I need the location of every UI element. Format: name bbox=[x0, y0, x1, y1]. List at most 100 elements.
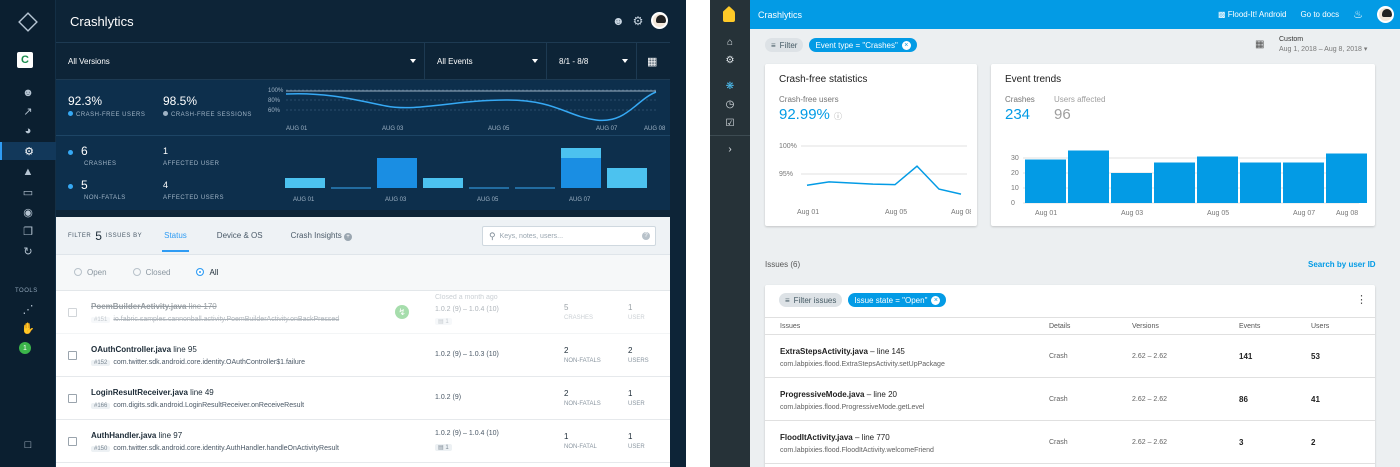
search-icon: ⚲ bbox=[489, 230, 496, 241]
version-select[interactable]: All Versions bbox=[56, 43, 425, 79]
filter-chip[interactable]: ≡ Filter bbox=[765, 38, 804, 52]
row-checkbox[interactable] bbox=[68, 308, 77, 317]
search-by-user-link[interactable]: Search by user ID bbox=[1308, 260, 1376, 269]
issue-file: OAuthController.java bbox=[91, 345, 172, 354]
fabric-logo-icon[interactable] bbox=[18, 12, 38, 32]
column-events[interactable]: Events bbox=[1239, 323, 1261, 330]
home-icon[interactable]: ⌂ bbox=[726, 36, 734, 48]
issue-status: Closed a month ago bbox=[435, 294, 498, 301]
date-select[interactable]: 8/1 - 8/8 bbox=[547, 43, 637, 79]
user-count: 1 bbox=[628, 389, 633, 398]
issue-row[interactable]: AuthHandler.java line 97 #150 com.twitter… bbox=[56, 420, 670, 463]
issue-state-chip[interactable]: Issue state = "Open" × bbox=[848, 293, 947, 307]
row-checkbox[interactable] bbox=[68, 394, 77, 403]
row-checkbox[interactable] bbox=[68, 351, 77, 360]
avatar[interactable] bbox=[1377, 6, 1394, 23]
docs-link[interactable]: Go to docs bbox=[1300, 10, 1340, 19]
radio-all[interactable]: All bbox=[196, 268, 218, 277]
y-tick-label: 80% bbox=[268, 98, 281, 104]
chat-icon[interactable]: ▭ bbox=[22, 186, 34, 199]
project-selector[interactable]: ▩ Flood-It! Android bbox=[1218, 10, 1287, 19]
chevron-down-icon bbox=[410, 59, 416, 63]
tab-device-os[interactable]: Device & OS bbox=[216, 231, 263, 240]
trend-icon[interactable]: ↗ bbox=[23, 105, 33, 118]
x-tick-label: AUG 05 bbox=[477, 197, 499, 203]
avatar[interactable] bbox=[651, 12, 669, 29]
beta-icon[interactable]: ▲ bbox=[22, 166, 34, 178]
gear-icon[interactable]: ⚙ bbox=[632, 13, 644, 28]
refresh-icon[interactable]: ↻ bbox=[23, 245, 33, 258]
bulb-icon[interactable]: ◕ bbox=[24, 125, 32, 137]
header-actions: ☻ ⚙ bbox=[612, 12, 669, 29]
y-tick-label: 100% bbox=[779, 143, 797, 150]
radio-closed[interactable]: Closed bbox=[132, 268, 171, 277]
radio-label: Closed bbox=[145, 268, 171, 277]
crashes-bar bbox=[1111, 173, 1152, 203]
crash-free-users-stat: 92.3% CRASH-FREE USERS bbox=[68, 94, 145, 118]
help-icon[interactable]: □ bbox=[24, 439, 32, 451]
gauntlet-icon[interactable]: ✋ bbox=[21, 322, 35, 335]
add-user-icon[interactable]: ☻ bbox=[612, 13, 625, 28]
affected-users-value: 4 bbox=[163, 180, 169, 190]
nonfatals-label: NON-FATALS bbox=[84, 195, 126, 201]
table-row[interactable]: ExtraStepsActivity.java – line 145 com.l… bbox=[765, 335, 1375, 378]
help-icon[interactable]: ⓘ bbox=[834, 112, 843, 121]
event-count-label: NON-FATALS bbox=[564, 401, 601, 407]
calendar-icon[interactable]: ▦ bbox=[647, 55, 658, 68]
issue-row[interactable]: PoemBuilderActivity.java line 170 #151 io… bbox=[56, 291, 670, 334]
notification-badge[interactable]: 1 bbox=[19, 342, 31, 354]
copy-icon[interactable]: ❐ bbox=[23, 225, 33, 238]
globe-icon[interactable]: ◉ bbox=[23, 206, 33, 219]
share-icon[interactable]: ⋰ bbox=[22, 303, 34, 316]
crashes-bar bbox=[1068, 150, 1109, 203]
issue-method: com.labpixies.flood.ExtraStepsActivity.s… bbox=[780, 361, 945, 368]
issue-line: – line 770 bbox=[855, 433, 890, 442]
event-type-chip[interactable]: Event type = "Crashes" × bbox=[809, 38, 917, 52]
issue-versions: 1.0.2 (9) – 1.0.4 (10) bbox=[435, 430, 499, 437]
tab-status[interactable]: Status bbox=[162, 219, 189, 252]
radio-circle-icon bbox=[74, 268, 82, 276]
radio-open[interactable]: Open bbox=[74, 268, 107, 277]
app-icon-letter: C bbox=[21, 54, 29, 66]
date-range-picker[interactable]: ▦ Custom Aug 1, 2018 – Aug 8, 2018 ▾ bbox=[1255, 36, 1367, 53]
firebase-logo-icon[interactable] bbox=[723, 6, 735, 22]
table-row[interactable]: ProgressiveMode.java – line 20 com.labpi… bbox=[765, 378, 1375, 421]
issue-row[interactable]: OAuthController.java line 95 #152 com.twi… bbox=[56, 334, 670, 377]
column-issues[interactable]: Issues bbox=[780, 323, 801, 330]
issue-line: – line 145 bbox=[870, 347, 905, 356]
column-details[interactable]: Details bbox=[1049, 323, 1071, 330]
firebase-sidebar: ⌂ ⚙ ❋ ◷ ☑ › bbox=[710, 0, 750, 467]
performance-icon[interactable]: ◷ bbox=[725, 98, 735, 110]
issue-row[interactable]: LoginResultReceiver.java line 49 #166 com… bbox=[56, 377, 670, 420]
table-row[interactable]: FloodItActivity.java – line 770 com.labp… bbox=[765, 421, 1375, 464]
nonfatals-stat: 5 NON-FATALS bbox=[68, 178, 126, 201]
app-icon[interactable]: C bbox=[17, 52, 33, 68]
close-icon[interactable]: × bbox=[931, 295, 941, 305]
help-icon[interactable]: ? bbox=[642, 232, 650, 240]
plus-icon: + bbox=[343, 232, 352, 241]
gear-icon[interactable]: ⚙ bbox=[725, 54, 735, 66]
issue-id: #152 bbox=[91, 360, 111, 366]
crashes-label: CRASHES bbox=[84, 161, 117, 167]
crashes-bar bbox=[1154, 162, 1195, 203]
x-tick-label: AUG 08 bbox=[644, 126, 666, 132]
column-versions[interactable]: Versions bbox=[1132, 323, 1159, 330]
issues-filter-bar: FILTER 5 ISSUES BY Status Device & OS Cr… bbox=[56, 217, 670, 255]
search-input[interactable]: ⚲ Keys, notes, users... ? bbox=[482, 226, 656, 246]
test-lab-icon[interactable]: ☑ bbox=[725, 117, 735, 129]
events-select[interactable]: All Events bbox=[425, 43, 547, 79]
row-checkbox[interactable] bbox=[68, 437, 77, 446]
fabric-sidebar: C ☻ ↗ ◕ ⚙ ▲ ▭ ◉ ❐ ↻ TOOLS ⋰ ✋ 1 □ bbox=[0, 0, 56, 467]
expand-icon[interactable]: › bbox=[728, 143, 732, 155]
close-icon[interactable]: × bbox=[901, 40, 911, 50]
crashlytics-icon[interactable]: ❋ bbox=[725, 80, 735, 92]
filter-issues-chip[interactable]: ≡ Filter issues bbox=[779, 293, 843, 307]
more-vert-icon[interactable]: ⋮ bbox=[1356, 294, 1367, 306]
users-icon[interactable]: ☻ bbox=[22, 87, 34, 99]
tab-crash-insights[interactable]: Crash Insights + bbox=[291, 231, 352, 241]
column-users[interactable]: Users bbox=[1311, 323, 1330, 330]
event-trends-card: Event trends Crashes 234 Users affected … bbox=[991, 64, 1375, 226]
crashlytics-icon[interactable]: ⚙ bbox=[0, 142, 56, 160]
stats-panel: 92.3% CRASH-FREE USERS 98.5% CRASH-FREE … bbox=[56, 80, 670, 210]
bell-icon[interactable]: ♨ bbox=[1353, 9, 1363, 21]
